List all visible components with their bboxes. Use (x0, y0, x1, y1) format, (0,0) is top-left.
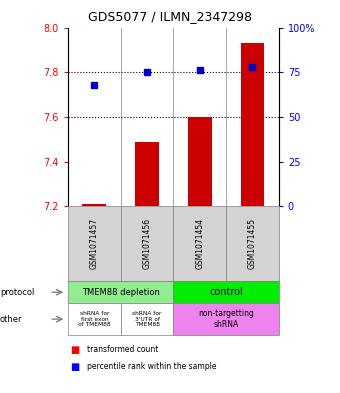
Text: ■: ■ (70, 345, 79, 354)
Text: percentile rank within the sample: percentile rank within the sample (87, 362, 216, 371)
Text: GDS5077 / ILMN_2347298: GDS5077 / ILMN_2347298 (88, 10, 252, 23)
Text: protocol: protocol (0, 288, 34, 297)
Text: GSM1071454: GSM1071454 (195, 218, 204, 269)
Text: GSM1071457: GSM1071457 (90, 218, 99, 269)
Bar (135, 141, 159, 206)
Text: non-targetting
shRNA: non-targetting shRNA (198, 309, 254, 329)
Text: TMEM88 depletion: TMEM88 depletion (82, 288, 160, 297)
Text: other: other (0, 315, 22, 323)
Text: GSM1071455: GSM1071455 (248, 218, 257, 269)
Text: ■: ■ (70, 362, 79, 372)
Text: shRNA for
first exon
of TMEM88: shRNA for first exon of TMEM88 (78, 311, 110, 327)
Text: GSM1071456: GSM1071456 (142, 218, 152, 269)
Text: shRNA for
3'UTR of
TMEM88: shRNA for 3'UTR of TMEM88 (132, 311, 162, 327)
Bar (188, 117, 211, 206)
Text: transformed count: transformed count (87, 345, 158, 354)
Text: control: control (209, 287, 243, 297)
Bar (83, 204, 106, 206)
Bar (241, 43, 264, 206)
